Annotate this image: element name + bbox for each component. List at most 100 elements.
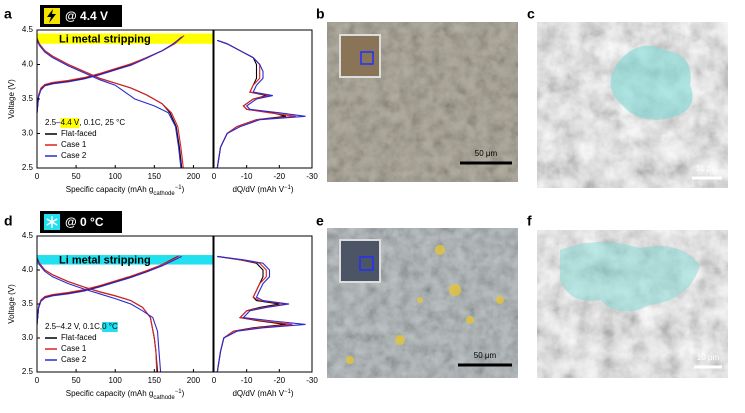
x-tick-label: 0 xyxy=(212,172,217,181)
legend-label: Case 1 xyxy=(61,140,87,149)
li-deposit-overlay xyxy=(610,45,693,120)
condition-text: 2.5–4.2 V, 0.1C, xyxy=(45,322,102,331)
series-line xyxy=(216,39,287,169)
y-tick-label: 4.5 xyxy=(22,231,34,240)
band-label: Li metal stripping xyxy=(59,255,151,267)
x-tick-label: 200 xyxy=(187,172,201,181)
legend-label: Flat-faced xyxy=(61,333,97,342)
x-tick-label: 0 xyxy=(35,172,40,181)
panel-label: d xyxy=(4,213,13,229)
y-axis-label: Voltage (V) xyxy=(7,79,16,119)
x-tick-label: 100 xyxy=(109,376,123,385)
x-axis-label-part: ) xyxy=(182,185,185,194)
badge-text: @ 4.4 V xyxy=(65,9,108,23)
x-axis-label-part: −1 xyxy=(175,185,183,191)
plot-frame xyxy=(213,29,313,169)
badge-text: @ 0 °C xyxy=(65,215,104,229)
x-tick-label: 200 xyxy=(187,376,201,385)
y-tick-label: 3.5 xyxy=(22,94,34,103)
plot-frame xyxy=(213,235,313,373)
scale-bar-label: 10 μm xyxy=(696,164,719,173)
x-tick-label: 150 xyxy=(148,376,162,385)
x-tick-label: -10 xyxy=(241,376,253,385)
x-axis-label-part: −1 xyxy=(175,389,183,395)
series-line xyxy=(36,35,185,169)
series-line xyxy=(216,39,296,169)
scale-bar-label: 50 μm xyxy=(475,149,498,158)
y-axis-label: Voltage (V) xyxy=(7,284,16,324)
y-tick-label: 3.0 xyxy=(22,129,34,138)
panel-label: c xyxy=(527,6,535,22)
series-line xyxy=(36,255,180,373)
panel-label: b xyxy=(316,6,325,22)
x-axis-label-part: −1 xyxy=(284,185,292,191)
condition-highlight xyxy=(60,118,80,128)
x-tick-label: -20 xyxy=(274,172,286,181)
scale-bar-label: 50 μm xyxy=(474,351,497,360)
legend-label: Case 2 xyxy=(61,151,87,160)
snowflake-icon xyxy=(46,216,58,228)
condition-text: 2.5– xyxy=(45,118,61,127)
panel-label: a xyxy=(4,6,12,22)
series-line xyxy=(36,255,182,373)
y-tick-label: 3.5 xyxy=(22,299,34,308)
x-axis-label-part: cathode xyxy=(153,191,175,197)
series-line xyxy=(36,255,179,373)
y-tick-label: 2.5 xyxy=(22,367,34,376)
series-line xyxy=(216,39,306,169)
x-tick-label: 100 xyxy=(109,172,123,181)
x-axis-label-part: Specific capacity (mAh g xyxy=(66,185,154,194)
panel-label: f xyxy=(527,213,532,229)
legend-label: Case 1 xyxy=(61,344,87,353)
badge xyxy=(40,5,122,27)
band xyxy=(37,33,213,44)
li-deposit-overlay xyxy=(560,241,700,312)
y-tick-label: 4.0 xyxy=(22,265,34,274)
y-tick-label: 2.5 xyxy=(22,163,34,172)
series-line xyxy=(216,255,293,373)
x-axis-label: Specific capacity (mAh gcathode−1) xyxy=(66,185,185,197)
yellow-spots xyxy=(346,245,504,364)
condition-highlight xyxy=(102,322,118,332)
x-tick-label: -30 xyxy=(306,376,318,385)
y-tick-label: 3.0 xyxy=(22,333,34,342)
x-tick-label: -10 xyxy=(241,172,253,181)
x-axis-label: dQ/dV (mAh V−1) xyxy=(232,185,293,195)
x-axis-label-part: Specific capacity (mAh g xyxy=(66,389,154,398)
x-tick-label: -20 xyxy=(274,376,286,385)
x-tick-label: 50 xyxy=(72,376,81,385)
x-axis-label-part: ) xyxy=(182,389,185,398)
x-axis-label-part: −1 xyxy=(284,389,292,395)
x-axis-label: Specific capacity (mAh gcathode−1) xyxy=(66,389,185,401)
condition-text: 0 °C xyxy=(102,322,118,331)
series-line xyxy=(216,255,286,373)
condition-text: 4.4 V xyxy=(61,118,80,127)
inset-box xyxy=(359,256,374,271)
band xyxy=(37,255,213,265)
panel-label: e xyxy=(316,213,324,229)
condition-text: , 0.1C, 25 °C xyxy=(79,118,125,127)
series-line xyxy=(216,255,306,373)
x-axis-label-part: cathode xyxy=(153,395,175,401)
inset-photo xyxy=(339,34,381,78)
band-label: Li metal stripping xyxy=(59,34,151,46)
x-axis-label-part: ) xyxy=(291,389,294,398)
x-axis-label-part: ) xyxy=(291,185,294,194)
x-axis-label-part: dQ/dV (mAh V xyxy=(232,389,284,398)
legend-label: Flat-faced xyxy=(61,129,97,138)
inset-box xyxy=(360,51,374,65)
scale-bar-label: 10 μm xyxy=(697,353,720,362)
series-line xyxy=(36,36,183,169)
y-tick-label: 4.0 xyxy=(22,60,34,69)
x-tick-label: 0 xyxy=(212,376,217,385)
x-axis-label: dQ/dV (mAh V−1) xyxy=(232,389,293,399)
y-tick-label: 4.5 xyxy=(22,25,34,34)
badge xyxy=(40,211,122,233)
legend-label: Case 2 xyxy=(61,355,87,364)
x-tick-label: 50 xyxy=(72,172,81,181)
lightning-icon xyxy=(47,9,56,23)
x-tick-label: -30 xyxy=(306,172,318,181)
x-tick-label: 0 xyxy=(35,376,40,385)
x-axis-label-part: dQ/dV (mAh V xyxy=(232,185,284,194)
